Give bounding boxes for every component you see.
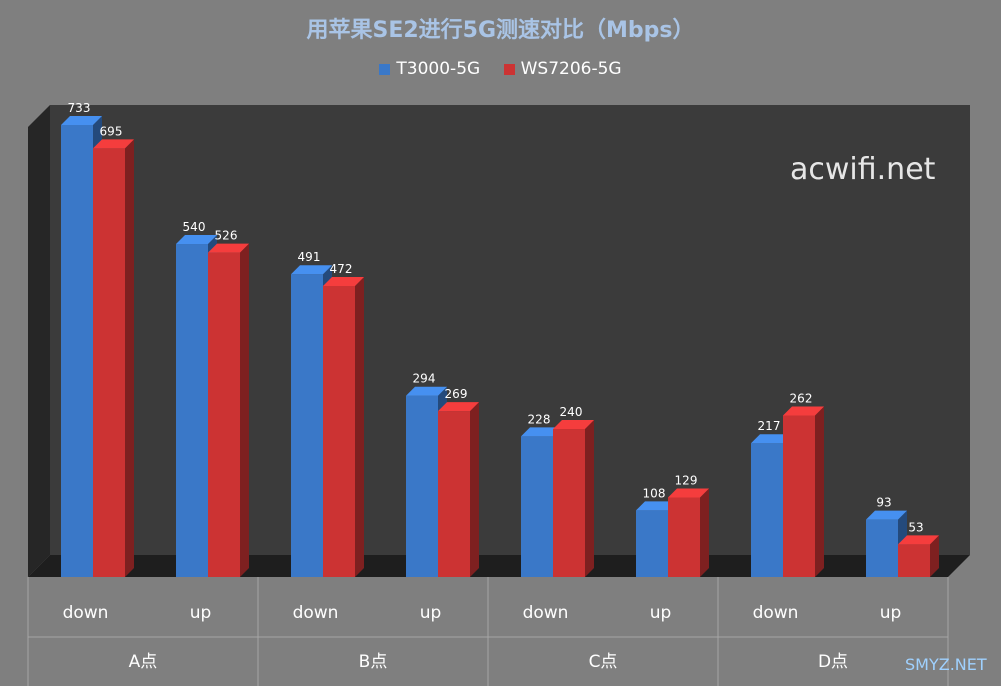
data-label: 93 [876, 496, 891, 510]
corner-watermark: SMYZ.NET [905, 655, 987, 674]
data-label: 540 [183, 220, 206, 234]
data-label: 108 [643, 486, 666, 500]
data-label: 491 [298, 250, 321, 264]
legend-item-series-2: WS7206-5G [503, 59, 622, 79]
legend-label-series-1: T3000-5G [396, 59, 481, 79]
legend-swatch-series-1 [379, 63, 391, 75]
bar-t3000 [636, 510, 668, 577]
data-label: 526 [215, 229, 238, 243]
data-label: 472 [330, 262, 353, 276]
bar-top [521, 427, 562, 437]
bar-side [815, 406, 824, 577]
bar-top [208, 243, 249, 253]
data-label: 262 [790, 391, 813, 405]
bar-t3000 [61, 125, 93, 577]
chart-title: 用苹果SE2进行5G测速对比（Mbps） [306, 18, 695, 43]
chart-legend: T3000-5G WS7206-5G [0, 59, 1001, 80]
data-label: 695 [100, 124, 123, 138]
bar-ws7206 [553, 429, 585, 577]
bar-top [93, 139, 134, 149]
bar-ws7206 [208, 252, 240, 577]
bar-side [355, 276, 364, 577]
bar-top [323, 276, 364, 286]
bar-t3000 [751, 443, 783, 577]
data-label: 733 [68, 101, 91, 115]
chart-back-wall [50, 105, 970, 555]
bar-top [783, 406, 824, 416]
bar-top [61, 116, 102, 125]
legend-item-series-1: T3000-5G [379, 59, 480, 79]
data-label: 53 [908, 520, 923, 534]
data-label: 294 [413, 372, 436, 386]
bar-top [898, 535, 939, 545]
bar-t3000 [521, 436, 553, 577]
bar-ws7206 [323, 285, 355, 577]
bar-top [553, 420, 594, 430]
legend-label-series-2: WS7206-5G [520, 59, 622, 79]
bar-side [585, 420, 594, 577]
group-label: C点 [589, 652, 618, 672]
category-tick-label: down [523, 603, 569, 623]
bar-side [930, 535, 939, 577]
chart-side-wall [28, 105, 50, 577]
category-tick-label: down [63, 603, 109, 623]
data-label: 240 [560, 405, 583, 419]
bar-ws7206 [93, 148, 125, 577]
bar-top [751, 434, 792, 444]
category-tick-label: up [420, 603, 442, 623]
bar-side [700, 488, 709, 577]
bar-t3000 [866, 519, 898, 577]
chart-floor [28, 555, 970, 577]
bar-ws7206 [438, 411, 470, 577]
bar-top [176, 235, 217, 245]
legend-swatch-series-2 [503, 63, 515, 75]
data-label: 129 [675, 473, 698, 487]
category-tick-label: up [650, 603, 672, 623]
bar-side [125, 139, 134, 577]
bar-top [636, 501, 677, 511]
bar-ws7206 [783, 415, 815, 577]
bar-t3000 [176, 244, 208, 578]
bar-ws7206 [668, 497, 700, 577]
bar-top [291, 265, 332, 275]
bar-side [240, 243, 249, 577]
group-label: A点 [129, 652, 158, 672]
bar-ws7206 [898, 544, 930, 577]
bar-top [438, 402, 479, 412]
watermark-text: acwifi.net [790, 152, 936, 187]
bar-top [866, 510, 907, 520]
group-label: D点 [818, 652, 848, 672]
bar-top [668, 488, 709, 498]
category-tick-label: up [880, 603, 902, 623]
bar-t3000 [406, 395, 438, 577]
category-tick-label: up [190, 603, 212, 623]
category-tick-label: down [293, 603, 339, 623]
bar-side [470, 402, 479, 577]
category-tick-label: down [753, 603, 799, 623]
bar-t3000 [291, 274, 323, 577]
bar-top [406, 386, 447, 396]
data-label: 217 [758, 419, 781, 433]
data-label: 228 [528, 412, 551, 426]
group-label: B点 [359, 652, 388, 672]
data-label: 269 [445, 387, 468, 401]
